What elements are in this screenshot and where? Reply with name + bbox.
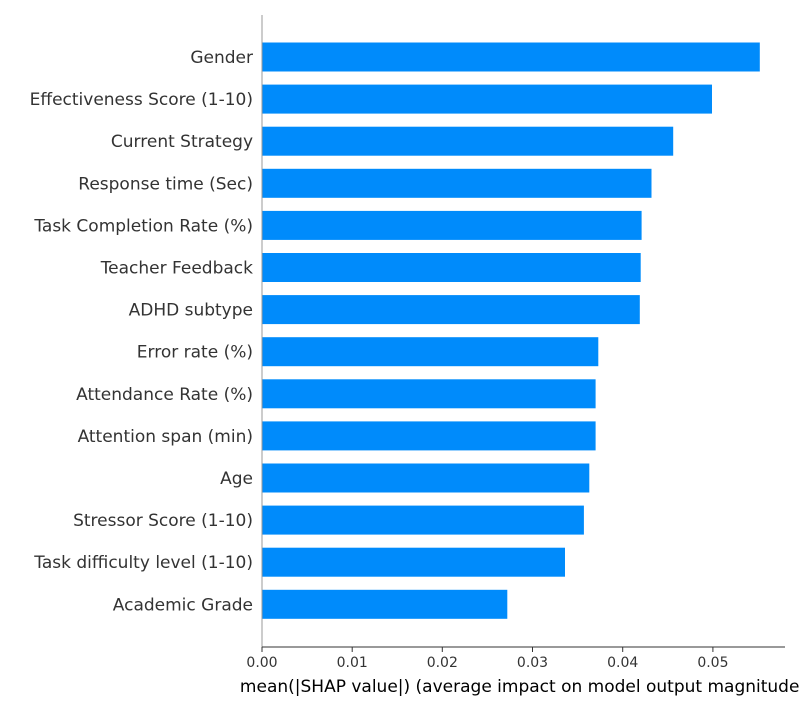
bar bbox=[262, 337, 599, 367]
bar bbox=[262, 379, 596, 409]
category-label: Gender bbox=[190, 48, 253, 68]
category-label: Effectiveness Score (1-10) bbox=[30, 90, 253, 110]
bar bbox=[262, 210, 642, 240]
bar bbox=[262, 295, 640, 325]
category-label: Teacher Feedback bbox=[100, 259, 253, 279]
category-label: Response time (Sec) bbox=[78, 174, 253, 194]
category-label: Current Strategy bbox=[111, 132, 253, 152]
x-axis-title: mean(|SHAP value|) (average impact on mo… bbox=[240, 677, 800, 697]
category-label: Error rate (%) bbox=[137, 343, 253, 363]
bars-group bbox=[262, 42, 760, 619]
category-labels: Gender Effectiveness Score (1-10) Current … bbox=[30, 48, 254, 615]
bar bbox=[262, 589, 508, 619]
bar bbox=[262, 547, 565, 577]
category-label: ADHD subtype bbox=[129, 301, 253, 321]
bar bbox=[262, 253, 641, 282]
x-tick-label: 0.04 bbox=[607, 655, 638, 671]
category-label: Academic Grade bbox=[113, 595, 253, 615]
category-label: Attendance Rate (%) bbox=[76, 385, 253, 405]
bar bbox=[262, 421, 596, 451]
bar bbox=[262, 168, 652, 198]
x-tick-label: 0.01 bbox=[337, 655, 368, 671]
x-axis-ticks: 0.00 0.01 0.02 0.03 0.04 0.05 bbox=[246, 647, 728, 671]
category-label: Task Completion Rate (%) bbox=[33, 216, 253, 236]
category-label: Task difficulty level (1-10) bbox=[33, 553, 253, 573]
category-label: Attention span (min) bbox=[78, 427, 253, 447]
bar bbox=[262, 42, 760, 72]
x-tick-label: 0.03 bbox=[517, 655, 548, 671]
bar bbox=[262, 84, 712, 114]
bar bbox=[262, 126, 674, 156]
bar bbox=[262, 463, 590, 493]
category-label: Stressor Score (1-10) bbox=[73, 511, 253, 531]
x-tick-label: 0.05 bbox=[697, 655, 728, 671]
bar bbox=[262, 505, 584, 535]
category-label: Age bbox=[220, 469, 253, 489]
x-tick-label: 0.00 bbox=[246, 655, 277, 671]
x-tick-label: 0.02 bbox=[427, 655, 458, 671]
